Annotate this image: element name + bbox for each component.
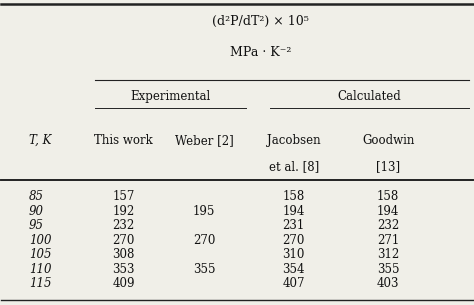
Text: 403: 403: [377, 278, 400, 290]
Text: This work: This work: [94, 134, 153, 147]
Text: T, K: T, K: [29, 134, 51, 147]
Text: 90: 90: [29, 205, 44, 217]
Text: 353: 353: [112, 263, 135, 276]
Text: MPa · K⁻²: MPa · K⁻²: [230, 46, 292, 59]
Text: 105: 105: [29, 248, 52, 261]
Text: 195: 195: [193, 205, 215, 217]
Text: 310: 310: [283, 248, 305, 261]
Text: Experimental: Experimental: [131, 90, 211, 103]
Text: 231: 231: [283, 219, 305, 232]
Text: 158: 158: [377, 190, 400, 203]
Text: [13]: [13]: [376, 160, 401, 173]
Text: 158: 158: [283, 190, 305, 203]
Text: 95: 95: [29, 219, 44, 232]
Text: 157: 157: [112, 190, 135, 203]
Text: 308: 308: [112, 248, 135, 261]
Text: 232: 232: [377, 219, 400, 232]
Text: (d²P/dT²) × 10⁵: (d²P/dT²) × 10⁵: [212, 16, 309, 28]
Text: Calculated: Calculated: [337, 90, 401, 103]
Text: Weber [2]: Weber [2]: [174, 134, 233, 147]
Text: 312: 312: [377, 248, 400, 261]
Text: 271: 271: [377, 234, 400, 247]
Text: 192: 192: [112, 205, 135, 217]
Text: 270: 270: [283, 234, 305, 247]
Text: 407: 407: [283, 278, 305, 290]
Text: 115: 115: [29, 278, 52, 290]
Text: Jacobsen: Jacobsen: [267, 134, 320, 147]
Text: Goodwin: Goodwin: [362, 134, 414, 147]
Text: 355: 355: [377, 263, 400, 276]
Text: 270: 270: [193, 234, 215, 247]
Text: 110: 110: [29, 263, 52, 276]
Text: 232: 232: [112, 219, 135, 232]
Text: 194: 194: [377, 205, 400, 217]
Text: 355: 355: [192, 263, 215, 276]
Text: 354: 354: [283, 263, 305, 276]
Text: 100: 100: [29, 234, 52, 247]
Text: 194: 194: [283, 205, 305, 217]
Text: 270: 270: [112, 234, 135, 247]
Text: 409: 409: [112, 278, 135, 290]
Text: 85: 85: [29, 190, 44, 203]
Text: et al. [8]: et al. [8]: [269, 160, 319, 173]
